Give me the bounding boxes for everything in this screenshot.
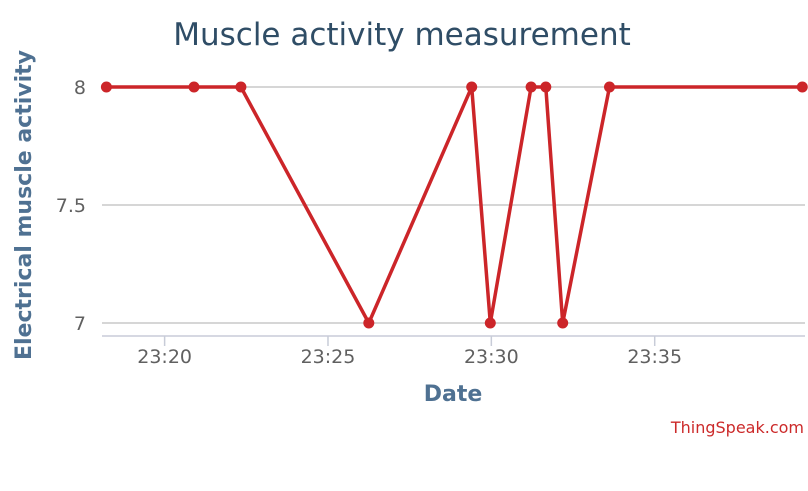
data-point[interactable]: [235, 81, 247, 93]
x-axis-title: Date: [424, 382, 483, 407]
data-point[interactable]: [466, 81, 478, 93]
data-point[interactable]: [484, 317, 496, 329]
x-tick-label: 23:30: [464, 346, 519, 368]
data-point[interactable]: [604, 81, 615, 93]
chart-title: Muscle activity measurement: [173, 17, 631, 53]
data-point[interactable]: [525, 81, 537, 93]
tick-labels: 7 7.5 8 23:20 23:25 23:30 23:35: [56, 77, 682, 368]
data-point[interactable]: [100, 81, 112, 93]
data-point[interactable]: [540, 81, 552, 93]
grid-lines: [102, 86, 805, 324]
series-layer: [100, 81, 808, 329]
data-point[interactable]: [188, 81, 200, 93]
data-point[interactable]: [557, 317, 569, 329]
credits-link[interactable]: ThingSpeak.com: [670, 418, 804, 437]
data-point[interactable]: [796, 81, 808, 93]
y-tick-label: 8: [74, 77, 86, 99]
x-tick-label: 23:35: [627, 346, 682, 368]
y-tick-label: 7: [74, 313, 86, 335]
y-tick-label: 7.5: [56, 195, 86, 217]
x-tick-label: 23:25: [301, 346, 356, 368]
y-axis-title: Electrical muscle activity: [12, 50, 37, 360]
data-point[interactable]: [363, 317, 375, 329]
x-axis: [102, 335, 805, 346]
x-tick-label: 23:20: [137, 346, 192, 368]
